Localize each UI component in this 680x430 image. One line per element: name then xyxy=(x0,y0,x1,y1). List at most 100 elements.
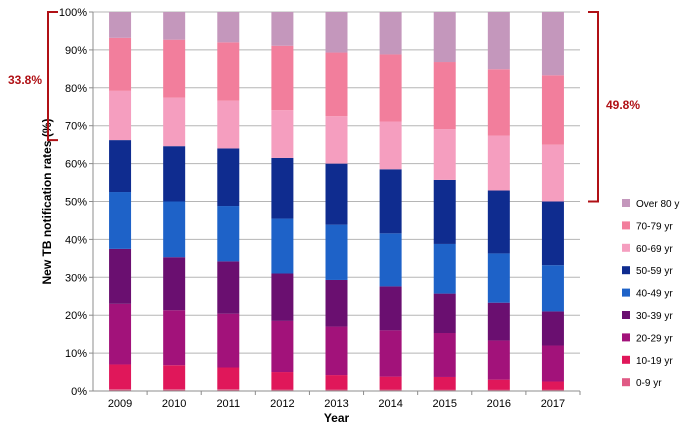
bracket-2017 xyxy=(588,11,599,203)
y-tick-label: 70% xyxy=(65,121,87,133)
bar-segment xyxy=(325,279,348,327)
bar-segment xyxy=(433,179,456,244)
bar-segment xyxy=(541,201,564,266)
legend-swatch xyxy=(622,355,630,364)
bar-segment xyxy=(379,54,402,122)
bar-segment xyxy=(163,39,186,98)
bar-segment xyxy=(163,310,186,366)
y-axis-title: New TB notification rates (%) xyxy=(40,118,54,284)
y-tick-label: 40% xyxy=(65,234,87,246)
bar-segment xyxy=(271,12,294,46)
bar-segment xyxy=(379,286,402,331)
x-tick-label: 2014 xyxy=(378,398,402,410)
bar-segment xyxy=(487,379,510,390)
bar-segment xyxy=(109,364,132,390)
bar-segment xyxy=(271,45,294,111)
bar-segment xyxy=(487,135,510,191)
y-tick-label: 0% xyxy=(71,386,87,398)
bar-segment xyxy=(271,372,294,390)
bar-segment xyxy=(109,303,132,365)
bracket-2009 xyxy=(47,11,58,142)
bar-segment xyxy=(163,146,186,202)
legend-swatch xyxy=(622,333,630,342)
legend-swatch xyxy=(622,378,630,387)
x-tick-label: 2016 xyxy=(487,398,511,410)
bar-segment xyxy=(379,12,402,55)
legend-swatch xyxy=(622,221,630,230)
bar-segment xyxy=(487,253,510,303)
bar-segment xyxy=(541,75,564,145)
bar-segment xyxy=(541,381,564,390)
bar-segment xyxy=(325,116,348,164)
bar-segment xyxy=(379,376,402,390)
legend-swatch xyxy=(622,311,630,319)
bar-segment xyxy=(487,302,510,341)
bar-segment xyxy=(487,389,510,391)
bar-segment xyxy=(433,129,456,180)
x-tick-label: 2009 xyxy=(108,398,132,410)
bar-segment xyxy=(271,320,294,373)
bar-segment xyxy=(217,206,240,262)
bar-segment xyxy=(379,389,402,391)
bar-segment xyxy=(487,340,510,380)
x-tick-label: 2010 xyxy=(162,398,186,410)
bar-segment xyxy=(217,148,240,207)
legend-label: 0-9 yr xyxy=(636,378,662,389)
bar-segment xyxy=(541,345,564,382)
y-tick-label: 60% xyxy=(65,159,87,171)
bar-segment xyxy=(109,192,132,249)
legend-label: 70-79 yr xyxy=(636,221,673,232)
bar-segment xyxy=(109,12,132,38)
x-axis-title: Year xyxy=(324,411,350,425)
bar-segment xyxy=(325,12,348,53)
bar-segment xyxy=(541,265,564,312)
bar-segment xyxy=(487,190,510,254)
x-tick-label: 2012 xyxy=(270,398,294,410)
legend-label: 30-39 yr xyxy=(636,311,673,322)
bar-segment xyxy=(109,90,132,141)
bar-segment xyxy=(325,326,348,376)
y-tick-label: 100% xyxy=(59,7,87,19)
bar-segment xyxy=(217,389,240,391)
bar-segment xyxy=(217,42,240,101)
bar-segment xyxy=(379,169,402,234)
bar-segment xyxy=(541,389,564,391)
x-tick-label: 2017 xyxy=(541,398,565,410)
bar-segment xyxy=(163,257,186,311)
legend-label: 40-49 yr xyxy=(636,289,673,300)
annotation-2017-label: 49.8% xyxy=(606,98,640,112)
bar-segment xyxy=(163,201,186,258)
legend: Over 80 yr 70-79 yr 60-69 yr 50-59 yr 40-49 … xyxy=(622,199,680,389)
bar-segment xyxy=(109,248,132,304)
y-tick-label: 20% xyxy=(65,310,87,322)
bar-segment xyxy=(217,367,240,390)
bar-segment xyxy=(379,121,402,170)
bar-segment xyxy=(433,243,456,294)
legend-label: 50-59 yr xyxy=(636,266,673,277)
bar-segment xyxy=(271,273,294,321)
bar-segment xyxy=(379,233,402,287)
y-tick-label: 30% xyxy=(65,272,87,284)
x-tick-label: 2013 xyxy=(324,398,348,410)
bar-segment xyxy=(163,12,186,40)
legend-label: 60-69 yr xyxy=(636,244,673,255)
bar-segment xyxy=(433,333,456,377)
bar-segment xyxy=(487,69,510,136)
bar-segment xyxy=(433,376,456,390)
bar-segment xyxy=(163,389,186,391)
legend-swatch xyxy=(622,266,630,275)
bar-segment xyxy=(541,144,564,202)
legend-label: 20-29 yr xyxy=(636,333,673,344)
bar-segment xyxy=(271,389,294,391)
bar-segment xyxy=(217,313,240,368)
bar-segment xyxy=(325,389,348,391)
bars xyxy=(109,12,564,391)
bar-segment xyxy=(271,157,294,219)
x-tick-label: 2015 xyxy=(432,398,456,410)
bar-segment xyxy=(217,261,240,314)
legend-label: Over 80 yr xyxy=(636,199,680,210)
bar-segment xyxy=(541,12,564,76)
bar-segment xyxy=(433,12,456,63)
